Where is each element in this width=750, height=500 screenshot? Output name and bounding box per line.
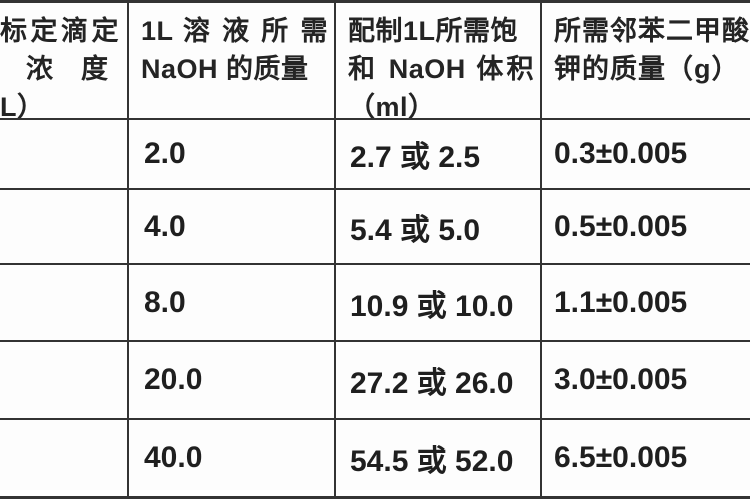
table-cell: 5.4 或 5.0: [336, 190, 540, 263]
table-cell: 40.0: [129, 420, 334, 496]
header-text-line: 标定滴定: [0, 16, 119, 46]
header-text-line: 和 NaOH 体积: [348, 54, 534, 84]
header-cell-khp-mass: 所需邻苯二甲酸 钾的质量（g）: [542, 3, 750, 118]
table-cell: 0.5±0.005: [542, 190, 750, 263]
table-cell: 2.7 或 2.5: [336, 120, 540, 188]
table-cell: 3.0±0.005: [542, 342, 750, 418]
header-text-line: 钾的质量（g）: [554, 54, 740, 84]
table-cell: 4.0: [129, 190, 334, 263]
table-cell: 27.2 或 26.0: [336, 342, 540, 418]
table-cell: 10.9 或 10.0: [336, 265, 540, 340]
table-cell: [0, 120, 127, 188]
header-text-line: 配制1L所需饱: [348, 16, 519, 46]
header-text-line: 1L 溶 液 所 需: [141, 16, 328, 46]
header-text-line: 浓 度: [26, 54, 109, 84]
table-cell: 20.0: [129, 342, 334, 418]
header-cell-naoh-mass: 1L 溶 液 所 需 NaOH 的质量: [129, 3, 334, 118]
header-text-line: L）: [0, 92, 45, 118]
table-cell: 8.0: [129, 265, 334, 340]
table-cell: [0, 420, 127, 496]
table-cell: [0, 342, 127, 418]
header-text-line: 所需邻苯二甲酸: [554, 16, 750, 46]
header-text-line: （ml）: [348, 92, 436, 118]
table-cell: 2.0: [129, 120, 334, 188]
header-cell-concentration: 标定滴定 浓 度 L）: [0, 3, 127, 118]
header-text-line: NaOH 的质量: [141, 54, 309, 84]
table-cell: 6.5±0.005: [542, 420, 750, 496]
table-cell: [0, 190, 127, 263]
header-cell-saturated-naoh-volume: 配制1L所需饱 和 NaOH 体积 （ml）: [336, 3, 540, 118]
table-cell: 54.5 或 52.0: [336, 420, 540, 496]
table-cell: [0, 265, 127, 340]
table-cell: 1.1±0.005: [542, 265, 750, 340]
table-cell: 0.3±0.005: [542, 120, 750, 188]
